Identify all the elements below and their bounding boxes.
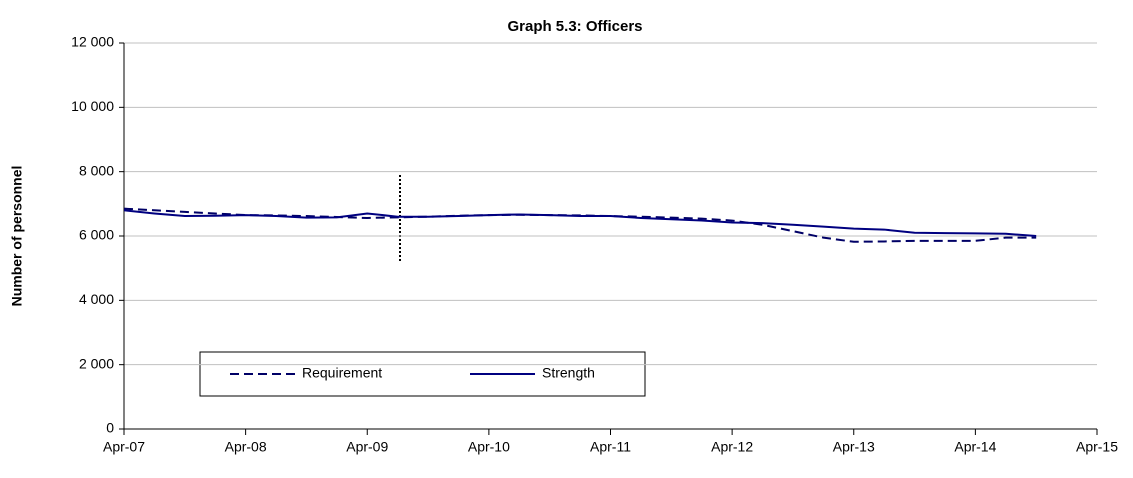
legend-label: Strength bbox=[542, 365, 595, 381]
y-tick-label: 8 000 bbox=[79, 162, 114, 178]
y-tick-label: 4 000 bbox=[79, 291, 114, 307]
y-tick-label: 2 000 bbox=[79, 355, 114, 371]
x-tick-label: Apr-08 bbox=[225, 439, 267, 455]
y-tick-label: 6 000 bbox=[79, 227, 114, 243]
x-tick-label: Apr-12 bbox=[711, 439, 753, 455]
y-tick-label: 0 bbox=[106, 420, 114, 436]
series-line bbox=[123, 209, 1037, 237]
y-tick-label: 10 000 bbox=[71, 98, 114, 114]
x-tick-label: Apr-10 bbox=[468, 439, 510, 455]
legend-label: Requirement bbox=[302, 365, 382, 381]
legend: Requirement Strength bbox=[199, 351, 646, 397]
x-tick-label: Apr-14 bbox=[954, 439, 996, 455]
x-tick-label: Apr-07 bbox=[103, 439, 145, 455]
x-tick-label: Apr-11 bbox=[590, 439, 631, 455]
x-tick-label: Apr-15 bbox=[1076, 439, 1118, 455]
x-tick-label: Apr-09 bbox=[346, 439, 388, 455]
y-axis-title: Number of personnel bbox=[9, 166, 25, 307]
chart-title: Graph 5.3: Officers bbox=[507, 18, 642, 35]
y-tick-label: 12 000 bbox=[71, 34, 114, 50]
x-tick-label: Apr-13 bbox=[833, 439, 875, 455]
